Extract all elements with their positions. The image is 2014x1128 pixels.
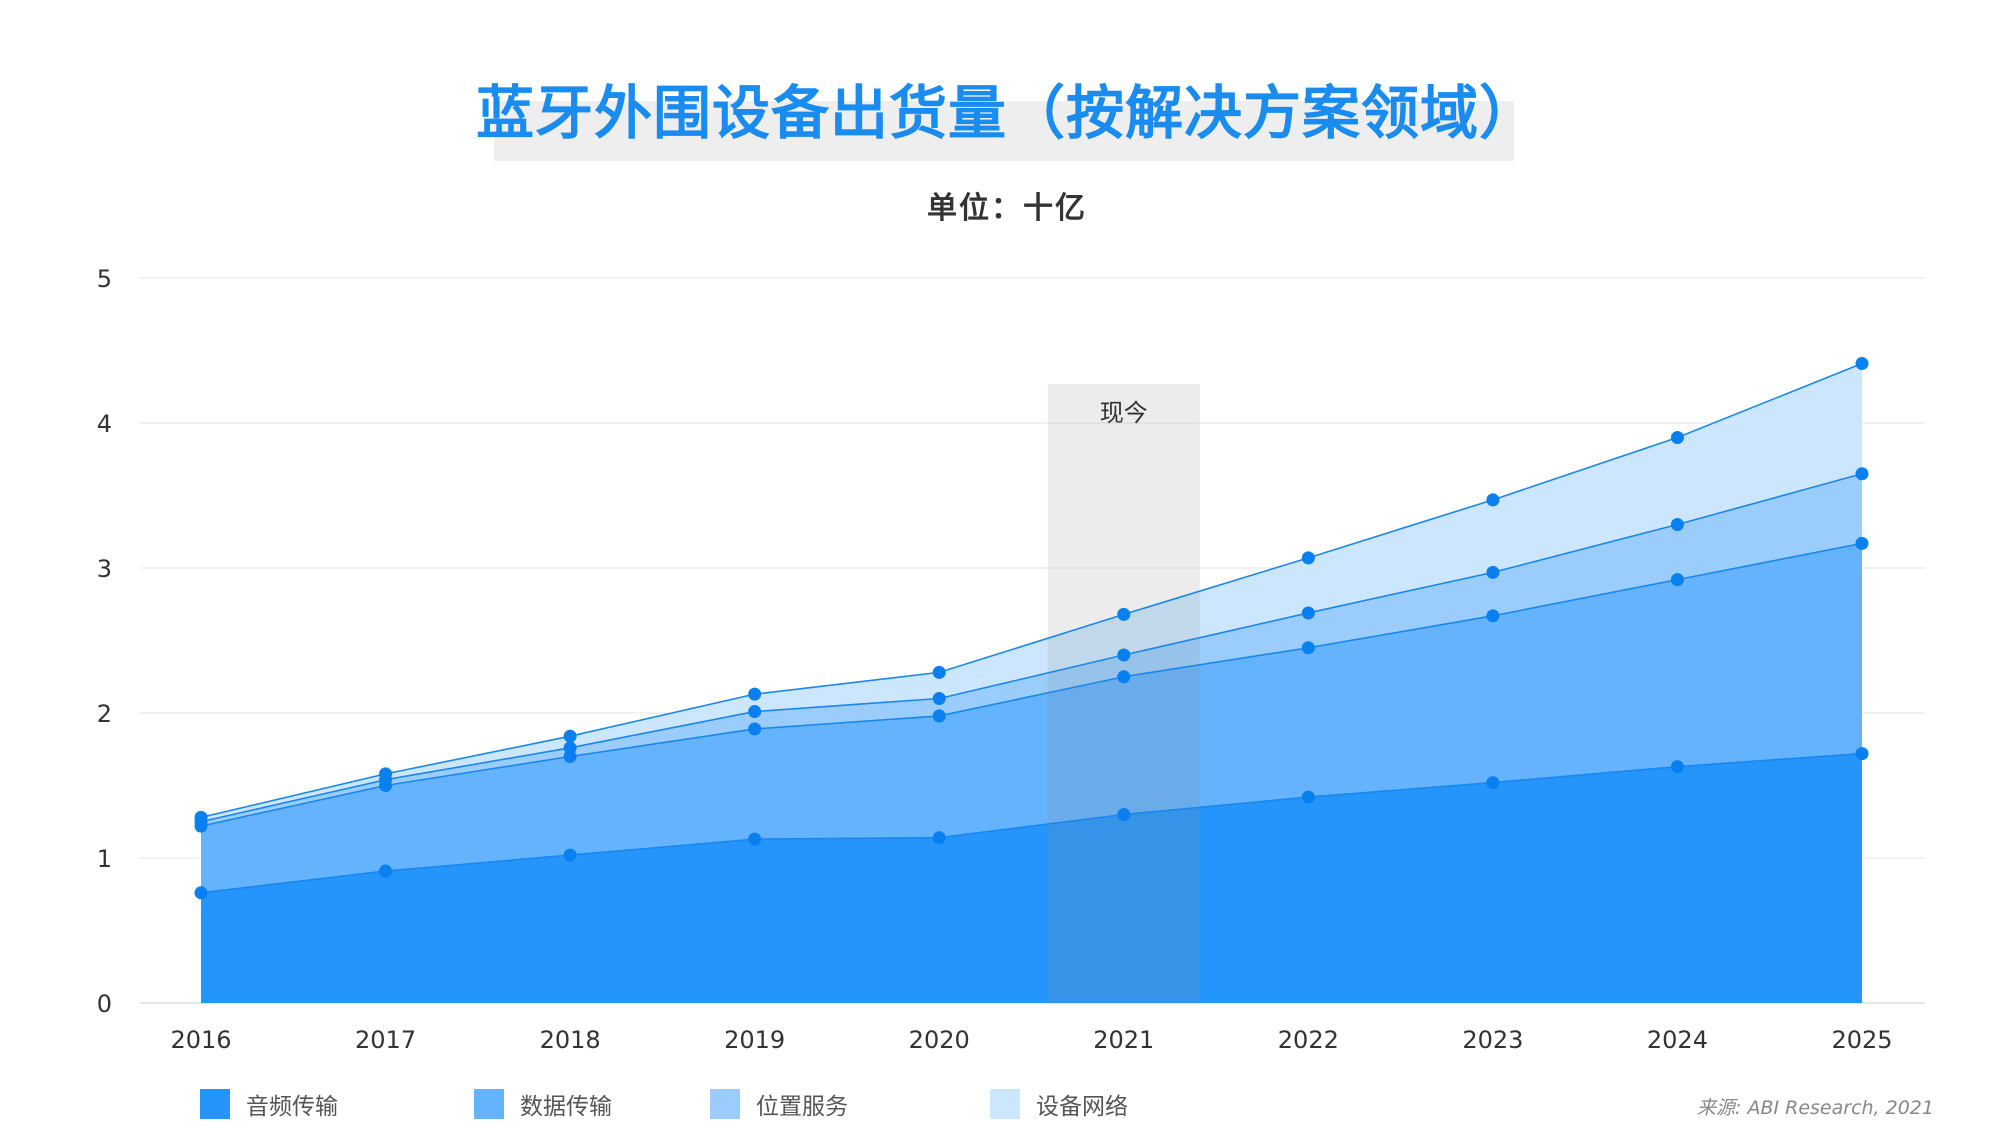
line-series-3 bbox=[200, 362, 1863, 819]
chart-title: 蓝牙外围设备出货量（按解决方案领域） bbox=[475, 79, 1538, 147]
line-series-1 bbox=[200, 542, 1863, 827]
x-tick-label-2016: 2016 bbox=[170, 1026, 231, 1054]
area-series-0 bbox=[201, 753, 1862, 1003]
point-series-3-2019 bbox=[748, 687, 762, 701]
point-series-2-2018 bbox=[563, 741, 577, 755]
point-series-0-2025 bbox=[1855, 747, 1869, 761]
point-series-2-2023 bbox=[1486, 565, 1500, 579]
point-series-2-2025 bbox=[1855, 467, 1869, 481]
legend-swatch-data bbox=[474, 1089, 504, 1119]
x-tick-label-2024: 2024 bbox=[1647, 1026, 1708, 1054]
x-tick-label-2021: 2021 bbox=[1093, 1026, 1154, 1054]
highlight-label-now: 现今 bbox=[1100, 399, 1148, 427]
legend-label-audio: 音频传输 bbox=[246, 1094, 338, 1120]
legend-swatch-audio bbox=[200, 1089, 230, 1119]
point-series-1-2020 bbox=[932, 709, 946, 723]
x-tick-label-2018: 2018 bbox=[540, 1026, 601, 1054]
x-tick-label-2019: 2019 bbox=[724, 1026, 785, 1054]
point-series-0-2016 bbox=[194, 886, 208, 900]
point-series-1-2019 bbox=[748, 722, 762, 736]
x-tick-label-2020: 2020 bbox=[909, 1026, 970, 1054]
line-series-0 bbox=[200, 752, 1863, 894]
point-series-0-2018 bbox=[563, 848, 577, 862]
x-tick-label-2023: 2023 bbox=[1462, 1026, 1523, 1054]
point-series-0-2021 bbox=[1117, 808, 1131, 821]
title-highlight-band bbox=[494, 101, 1514, 161]
y-tick-label-2: 2 bbox=[97, 700, 112, 728]
point-series-2-2022 bbox=[1301, 606, 1315, 620]
point-series-0-2020 bbox=[932, 831, 946, 845]
point-series-3-2024 bbox=[1670, 431, 1684, 444]
point-series-0-2019 bbox=[748, 832, 762, 846]
point-series-1-2021 bbox=[1117, 670, 1131, 684]
point-series-0-2022 bbox=[1301, 790, 1315, 804]
point-series-1-2023 bbox=[1486, 609, 1500, 623]
y-tick-label-5: 5 bbox=[97, 265, 112, 293]
point-series-3-2020 bbox=[932, 665, 946, 679]
point-series-0-2024 bbox=[1670, 760, 1684, 774]
point-series-3-2025 bbox=[1855, 357, 1869, 371]
legend-label-data: 数据传输 bbox=[520, 1094, 612, 1120]
legend-swatch-location bbox=[710, 1089, 740, 1119]
chart-subtitle: 单位：十亿 bbox=[927, 191, 1087, 226]
point-series-3-2023 bbox=[1486, 493, 1500, 507]
legend-item-audio: 音频传输 bbox=[200, 1086, 338, 1122]
x-tick-label-2017: 2017 bbox=[355, 1026, 416, 1054]
legend-item-location: 位置服务 bbox=[710, 1086, 848, 1122]
legend-swatch-network bbox=[990, 1089, 1020, 1119]
legend-label-network: 设备网络 bbox=[1036, 1094, 1128, 1120]
point-series-3-2022 bbox=[1301, 551, 1315, 565]
y-tick-label-4: 4 bbox=[97, 410, 112, 438]
point-series-1-2024 bbox=[1670, 573, 1684, 587]
legend-item-data: 数据传输 bbox=[474, 1086, 612, 1122]
point-series-3-2021 bbox=[1117, 607, 1131, 621]
x-tick-label-2022: 2022 bbox=[1278, 1026, 1339, 1054]
legend-item-network: 设备网络 bbox=[990, 1086, 1128, 1122]
point-series-0-2023 bbox=[1486, 776, 1500, 790]
point-series-0-2017 bbox=[379, 864, 393, 878]
point-series-2-2024 bbox=[1670, 518, 1684, 531]
line-series-2 bbox=[200, 472, 1863, 823]
y-tick-label-1: 1 bbox=[97, 845, 112, 873]
point-series-3-2017 bbox=[379, 767, 393, 781]
highlight-band-now bbox=[1047, 384, 1200, 1003]
point-series-3-2016 bbox=[194, 810, 208, 824]
point-series-2-2020 bbox=[932, 692, 946, 705]
point-series-3-2018 bbox=[563, 729, 577, 743]
source-note: 来源: ABI Research, 2021 bbox=[1697, 1097, 1934, 1119]
legend-label-location: 位置服务 bbox=[756, 1094, 848, 1120]
point-series-2-2019 bbox=[748, 705, 762, 719]
y-tick-label-3: 3 bbox=[97, 555, 112, 583]
y-tick-label-0: 0 bbox=[97, 990, 112, 1018]
point-series-1-2025 bbox=[1855, 536, 1869, 550]
point-series-2-2021 bbox=[1117, 648, 1131, 662]
point-series-1-2022 bbox=[1301, 641, 1315, 655]
x-tick-label-2025: 2025 bbox=[1831, 1026, 1892, 1054]
